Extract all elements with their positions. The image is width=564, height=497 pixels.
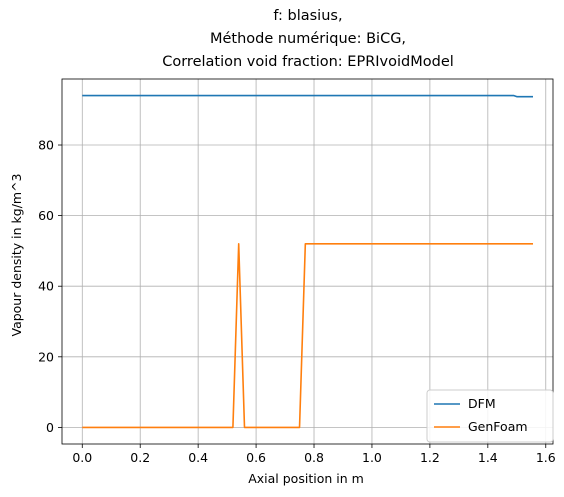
y-tick-label: 60 (38, 208, 54, 223)
x-tick-label: 1.0 (362, 450, 382, 465)
chart-title: f: blasius, Méthode numérique: BiCG, Cor… (162, 8, 454, 70)
x-tick-label: 0.2 (130, 450, 150, 465)
x-axis-label: Axial position in m (248, 471, 364, 486)
legend-label-dfm: DFM (468, 396, 496, 411)
title-line-1: f: blasius, (273, 8, 342, 24)
x-tick-label: 1.6 (536, 450, 556, 465)
title-line-2: Méthode numérique: BiCG, (210, 31, 406, 47)
y-tick-label: 0 (46, 420, 54, 435)
y-axis-label: Vapour density in kg/m^3 (9, 173, 24, 336)
y-tick-label: 40 (38, 279, 54, 294)
y-axis: 0 20 40 60 80 (38, 138, 62, 435)
x-tick-label: 1.4 (478, 450, 498, 465)
grid-lines (62, 79, 553, 444)
x-axis: 0.0 0.2 0.4 0.6 0.8 1.0 1.2 1.4 1.6 (72, 444, 556, 465)
series-line-dfm (82, 94, 534, 98)
x-tick-label: 0.4 (188, 450, 208, 465)
legend-box (426, 389, 554, 443)
title-line-3: Correlation void fraction: EPRIvoidModel (162, 54, 454, 70)
x-tick-label: 1.2 (420, 450, 440, 465)
x-tick-label: 0.8 (304, 450, 324, 465)
series-layer (82, 94, 534, 429)
legend: DFM GenFoam (426, 389, 554, 443)
legend-label-genfoam: GenFoam (468, 419, 528, 434)
series-line-genfoam (82, 243, 534, 429)
plot-area (61, 78, 554, 445)
y-tick-label: 20 (38, 349, 54, 364)
y-tick-label: 80 (38, 138, 54, 153)
x-tick-label: 0.0 (72, 450, 92, 465)
x-tick-label: 0.6 (246, 450, 266, 465)
